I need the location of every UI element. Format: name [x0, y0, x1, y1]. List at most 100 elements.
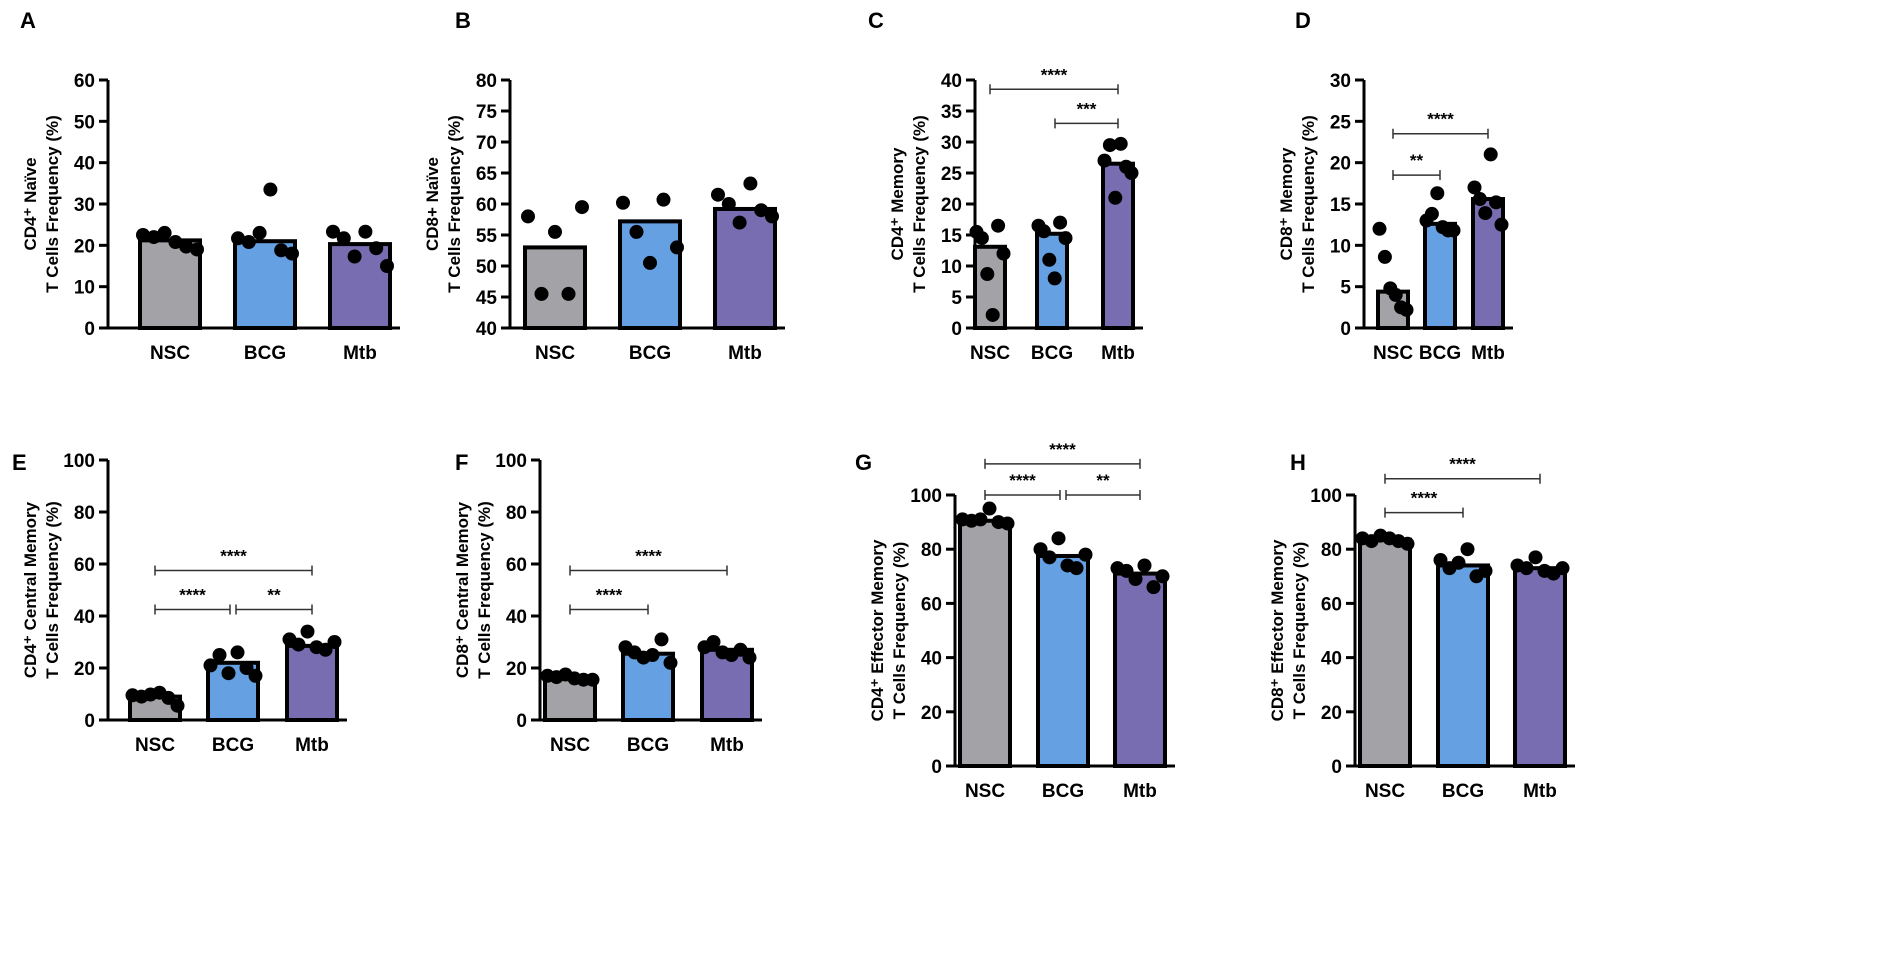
data-point: [670, 240, 684, 255]
y-tick-label: 60: [74, 71, 95, 92]
data-point: [575, 200, 589, 215]
significance-label: ****: [1049, 440, 1076, 459]
data-point: [1146, 580, 1161, 595]
bar-mtb: [1101, 161, 1135, 330]
x-tick-label: NSC: [970, 343, 1010, 364]
x-tick-label: BCG: [1042, 781, 1084, 802]
data-point: [616, 195, 630, 210]
panel-a: A CD4⁺ Naïve T Cells Frequency (%) NSC BCG Mt…: [20, 8, 400, 364]
data-point: [1460, 542, 1475, 557]
y-tick-label: 20: [1330, 154, 1351, 175]
data-point: [996, 246, 1011, 261]
data-point: [221, 666, 236, 681]
x-tick-label: BCG: [1419, 343, 1461, 364]
y-tick-label: 60: [476, 195, 497, 216]
data-point: [1042, 252, 1057, 267]
panel-letter: E: [12, 450, 27, 475]
data-point: [1102, 138, 1117, 153]
data-point: [1108, 190, 1123, 205]
panel-letter: D: [1295, 8, 1311, 33]
data-point: [721, 197, 736, 211]
data-point: [985, 307, 1000, 322]
data-point: [1446, 223, 1461, 238]
panel-letter: C: [868, 8, 884, 33]
y-tick-label: 100: [910, 486, 942, 507]
x-tick-label: NSC: [135, 735, 175, 756]
y-axis-label: T Cells Frequency (%): [890, 542, 909, 720]
data-point: [974, 231, 989, 246]
x-tick-label: BCG: [212, 735, 254, 756]
data-point: [327, 635, 342, 649]
significance-label: ****: [635, 547, 662, 566]
y-tick-label: 40: [74, 154, 95, 175]
y-tick-label: 60: [1321, 594, 1342, 615]
bar-bcg: [1436, 563, 1490, 769]
data-point: [1467, 180, 1482, 195]
y-axis-label: CD8⁺ Effector Memory: [1268, 539, 1287, 721]
panel-d: D CD8⁺ Memory T Cells Frequency (%) NSC BCG M…: [1277, 8, 1513, 364]
panel-f: F CD8⁺ Central Memory T Cells Frequency (%…: [453, 450, 762, 756]
data-point: [534, 286, 549, 301]
y-tick-label: 100: [1310, 486, 1342, 507]
x-tick-label: NSC: [150, 343, 190, 364]
y-tick-label: 0: [951, 319, 962, 340]
x-tick-label: BCG: [1442, 781, 1484, 802]
data-point: [1478, 563, 1493, 578]
y-axis-label: CD8⁺ Memory: [1277, 147, 1296, 260]
data-point: [336, 231, 351, 246]
y-axis-label: CD8+ Naïve: [423, 157, 442, 251]
panel-c: C CD4⁺ Memory T Cells Frequency (%) NSC BCG M…: [868, 8, 1143, 364]
data-point: [263, 182, 278, 197]
bar-nsc: [958, 518, 1012, 768]
x-tick-label: BCG: [627, 735, 669, 756]
y-tick-label: 40: [941, 71, 962, 92]
significance-label: ***: [1077, 99, 1097, 118]
x-tick-label: BCG: [1031, 343, 1073, 364]
data-point: [1000, 516, 1015, 531]
data-point: [1433, 553, 1448, 568]
y-tick-label: 25: [1330, 112, 1352, 133]
significance-label: ****: [1411, 489, 1438, 508]
y-axis-label: T Cells Frequency (%): [1290, 542, 1309, 720]
y-tick-label: 20: [1321, 703, 1342, 724]
y-axis-label: CD4⁺ Naïve: [21, 157, 40, 250]
y-tick-label: 50: [476, 257, 497, 278]
y-tick-label: 80: [921, 540, 942, 561]
data-point: [168, 235, 183, 250]
data-point: [1119, 563, 1134, 578]
y-tick-label: 0: [1340, 319, 1351, 340]
data-point: [1430, 186, 1445, 201]
panel-g: G CD4⁺ Effector Memory T Cells Frequency (…: [855, 440, 1175, 802]
panel-letter: B: [455, 8, 471, 33]
significance-label: **: [1096, 471, 1110, 490]
significance-label: ****: [1427, 110, 1454, 129]
y-tick-label: 70: [476, 133, 497, 154]
data-point: [1124, 166, 1139, 180]
data-point: [212, 648, 227, 662]
y-tick-label: 0: [931, 757, 942, 778]
data-point: [241, 235, 256, 250]
data-point: [980, 267, 995, 282]
data-point: [1377, 249, 1392, 264]
x-tick-label: Mtb: [728, 343, 762, 364]
y-tick-label: 60: [921, 594, 942, 615]
y-tick-label: 60: [74, 555, 95, 576]
y-tick-label: 5: [951, 288, 962, 309]
y-tick-label: 0: [84, 711, 95, 732]
data-point: [1472, 192, 1487, 207]
bar-mtb: [1513, 566, 1567, 768]
data-point: [1399, 302, 1414, 317]
data-point: [380, 259, 394, 273]
significance-label: ****: [179, 586, 206, 605]
x-tick-label: NSC: [965, 781, 1005, 802]
data-point: [252, 225, 267, 240]
y-tick-label: 20: [74, 236, 95, 257]
bar-nsc: [1358, 537, 1412, 769]
data-point: [1113, 136, 1128, 151]
y-tick-label: 60: [506, 555, 527, 576]
data-point: [1058, 231, 1073, 246]
y-tick-label: 75: [476, 102, 498, 123]
y-axis-label: CD8⁺ Central Memory: [453, 501, 472, 678]
y-axis-label: T Cells Frequency (%): [43, 115, 62, 293]
y-tick-label: 15: [941, 226, 963, 247]
